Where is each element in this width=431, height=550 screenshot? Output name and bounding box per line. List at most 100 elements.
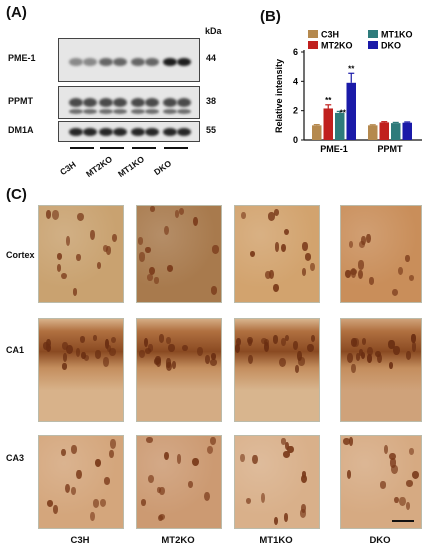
stained-cell xyxy=(146,274,154,282)
stained-cell xyxy=(384,444,389,454)
stained-cell xyxy=(103,357,110,367)
blot-band xyxy=(163,98,177,107)
stained-cell xyxy=(408,448,414,456)
blot-band xyxy=(131,58,145,66)
stained-cell xyxy=(62,341,69,350)
stained-cell xyxy=(307,343,314,353)
stained-cell xyxy=(164,225,169,235)
stained-cell xyxy=(60,273,67,280)
lane-bar xyxy=(164,147,188,149)
stained-cell xyxy=(302,268,307,276)
legend-swatch-mt1ko xyxy=(368,30,378,38)
x-tick-label: PME-1 xyxy=(320,144,348,154)
bar-mt2ko xyxy=(323,108,333,140)
stained-cell xyxy=(392,346,400,356)
blot-band xyxy=(83,58,97,66)
stained-cell xyxy=(137,236,144,245)
stained-cell xyxy=(61,363,68,370)
lane-bar xyxy=(70,147,94,149)
stained-cell xyxy=(260,337,267,345)
stained-cell xyxy=(301,503,307,513)
stained-cell xyxy=(369,277,374,285)
stained-cell xyxy=(148,344,153,352)
stained-cell xyxy=(391,464,398,474)
stained-cell xyxy=(210,285,218,295)
stained-cell xyxy=(294,364,300,373)
legend-label-c3h: C3H xyxy=(321,30,339,40)
stained-cell xyxy=(83,354,90,361)
stained-cell xyxy=(280,438,287,445)
stained-cell xyxy=(245,497,251,504)
stained-cell xyxy=(104,477,111,486)
blot-band xyxy=(99,127,113,136)
stained-cell xyxy=(90,512,95,522)
stained-cell xyxy=(76,348,81,357)
stained-cell xyxy=(65,236,70,246)
blot-band xyxy=(163,58,177,66)
micrograph-cortex-dko xyxy=(340,205,422,303)
stained-cell xyxy=(358,349,364,356)
stained-cell xyxy=(299,508,307,518)
stained-cell xyxy=(144,338,149,348)
blot-strip-dm1a xyxy=(58,121,200,142)
stained-cell xyxy=(343,438,351,446)
stained-cell xyxy=(406,480,413,487)
legend-label-dko: DKO xyxy=(381,41,401,51)
blot-band xyxy=(145,127,159,136)
bar-mt1ko xyxy=(391,123,401,140)
stained-cell xyxy=(165,337,172,345)
micrograph-ca1-mt1ko xyxy=(234,318,320,422)
micrograph-ca1-dko xyxy=(340,318,422,422)
stained-cell xyxy=(366,346,373,357)
stained-cell xyxy=(300,475,308,484)
stained-cell xyxy=(298,357,305,366)
stained-cell xyxy=(111,233,117,242)
stained-cell xyxy=(166,358,171,368)
micrograph-ca3-mt1ko xyxy=(234,435,320,529)
stained-cell xyxy=(76,469,82,480)
stained-cell xyxy=(411,334,416,343)
stained-cell xyxy=(269,269,275,280)
micrograph-ca3-c3h xyxy=(38,435,124,529)
row-label-ca1: CA1 xyxy=(6,345,25,355)
stained-cell xyxy=(345,269,351,278)
stained-cell xyxy=(379,480,387,489)
stained-cell xyxy=(366,233,371,244)
stained-cell xyxy=(192,458,200,467)
stained-cell xyxy=(346,352,354,363)
column-label-c3h: C3H xyxy=(70,535,90,546)
stained-cell xyxy=(140,498,146,506)
stained-cell xyxy=(196,347,203,357)
blot-strip-pme-1 xyxy=(58,38,200,82)
micrograph-ca3-dko xyxy=(340,435,422,529)
stained-cell xyxy=(210,436,216,445)
stained-cell xyxy=(235,343,241,354)
stained-cell xyxy=(274,209,280,216)
legend-label-mt1ko: MT1KO xyxy=(381,30,413,40)
stained-cell xyxy=(110,337,116,344)
blot-label-ppmt: PPMT xyxy=(8,95,34,106)
stained-cell xyxy=(361,235,366,245)
stained-cell xyxy=(272,283,279,292)
legend-label-mt2ko: MT2KO xyxy=(321,41,353,51)
stained-cell xyxy=(92,334,98,342)
panel-c-label: (C) xyxy=(6,186,27,203)
stained-cell xyxy=(264,341,270,352)
stained-cell xyxy=(240,454,245,463)
blot-band xyxy=(131,127,145,136)
stained-cell xyxy=(357,260,365,270)
lane-bar xyxy=(100,147,124,149)
row-label-ca3: CA3 xyxy=(6,453,25,463)
stained-cell xyxy=(352,338,359,348)
stained-cell xyxy=(210,358,218,366)
row-label-cortex: Cortex xyxy=(6,250,35,260)
stained-cell xyxy=(409,275,415,282)
y-tick-label: 6 xyxy=(293,47,298,57)
stained-cell xyxy=(388,362,394,370)
micrograph-cortex-c3h xyxy=(38,205,124,303)
blot-band xyxy=(99,58,113,66)
legend-swatch-mt2ko xyxy=(308,41,318,49)
stained-cell xyxy=(81,351,86,360)
kda-unit-label: kDa xyxy=(205,26,222,36)
stained-cell xyxy=(272,335,279,344)
